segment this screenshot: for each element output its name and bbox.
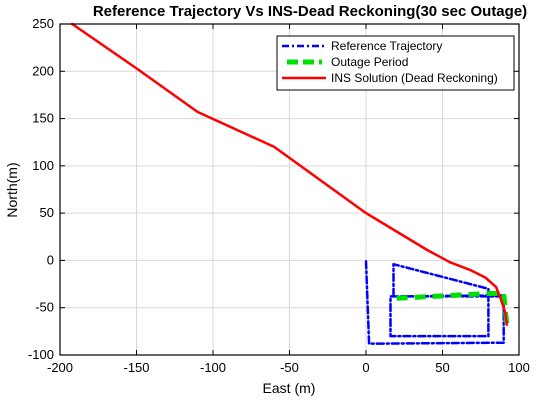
legend-label-outage: Outage Period bbox=[331, 55, 408, 69]
series-layer bbox=[70, 22, 510, 345]
y-tick-label: 100 bbox=[32, 158, 54, 173]
series-line-0 bbox=[364, 260, 505, 345]
y-tick-label: -100 bbox=[28, 347, 54, 362]
ticks: -200 -150 -100 -50 0 50 100 -100 -50 0 50 100 150 200… bbox=[28, 16, 530, 375]
x-tick-label: 0 bbox=[362, 360, 369, 375]
y-tick-label: 0 bbox=[47, 252, 54, 267]
y-axis-label: North(m) bbox=[4, 162, 20, 217]
series-line-1 bbox=[396, 291, 510, 325]
y-tick-label: 250 bbox=[32, 16, 54, 31]
x-tick-label: -200 bbox=[47, 360, 73, 375]
x-tick-label: -50 bbox=[280, 360, 299, 375]
x-axis-label: East (m) bbox=[263, 380, 316, 396]
series-line-2 bbox=[70, 22, 509, 326]
y-tick-label: 200 bbox=[32, 63, 54, 78]
chart-title: Reference Trajectory Vs INS-Dead Reckoni… bbox=[93, 3, 527, 20]
legend: Reference Trajectory Outage Period INS S… bbox=[276, 35, 515, 91]
y-tick-label: -50 bbox=[35, 300, 54, 315]
x-tick-label: -150 bbox=[123, 360, 149, 375]
x-tick-label: -100 bbox=[200, 360, 226, 375]
y-tick-label: 150 bbox=[32, 111, 54, 126]
x-tick-label: 50 bbox=[435, 360, 449, 375]
x-tick-label: 100 bbox=[508, 360, 530, 375]
legend-label-ins: INS Solution (Dead Reckoning) bbox=[331, 71, 498, 85]
y-tick-label: 50 bbox=[40, 205, 54, 220]
legend-label-reference: Reference Trajectory bbox=[331, 39, 442, 53]
